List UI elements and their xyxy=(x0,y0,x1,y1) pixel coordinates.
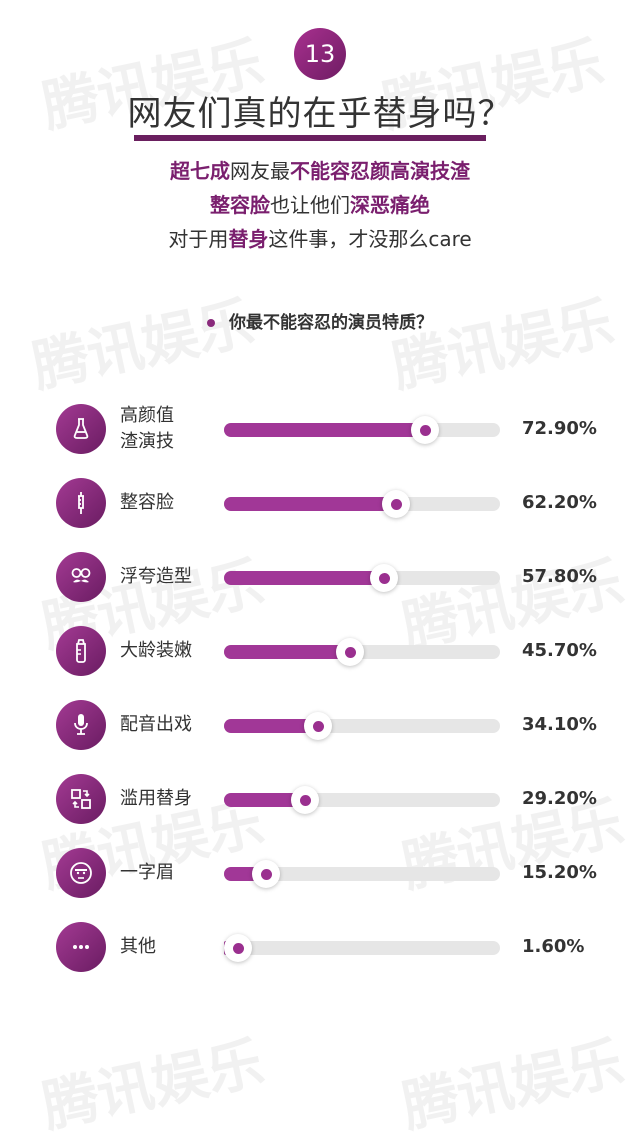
bar xyxy=(224,423,425,437)
bar xyxy=(224,645,350,659)
value-label: 45.70% xyxy=(522,640,597,661)
page-title: 网友们真的在乎替身吗？ xyxy=(127,94,513,134)
vase-icon xyxy=(56,404,106,454)
category-label: 整容脸 xyxy=(120,474,210,532)
subtitle-text: 网友最 xyxy=(230,159,290,183)
chart-title-text: 你最不能容忍的演员特质？ xyxy=(229,313,433,333)
subtitle-highlight: 超七成 xyxy=(170,159,230,183)
watermark: 腾讯娱乐 xyxy=(386,290,620,401)
category-label-line: 浮夸造型 xyxy=(120,566,192,587)
value-label: 29.20% xyxy=(522,788,597,809)
watermark: 腾讯娱乐 xyxy=(26,290,260,401)
category-label-line: 滥用替身 xyxy=(120,788,192,809)
bar-end-marker xyxy=(291,786,319,814)
value-label: 1.60% xyxy=(522,936,585,957)
subtitle-highlight: 不能容忍颜高演技渣 xyxy=(290,159,470,183)
category-label-line: 渣演技 xyxy=(120,431,174,452)
bar-end-marker xyxy=(304,712,332,740)
chart-row: 浮夸造型 57.80% xyxy=(0,548,640,608)
bar-track xyxy=(224,934,500,962)
value-label: 62.20% xyxy=(522,492,597,513)
subtitle-text: 也让他们 xyxy=(270,193,350,217)
bar-end-marker xyxy=(411,416,439,444)
chart-row: 大龄装嫩 45.70% xyxy=(0,622,640,682)
bar-track xyxy=(224,638,500,666)
chart-row: 配音出戏 34.10% xyxy=(0,696,640,756)
bar-track xyxy=(224,712,500,740)
chart-row: 其他 1.60% xyxy=(0,918,640,978)
syringe-icon xyxy=(56,478,106,528)
category-label-line: 一字眉 xyxy=(120,862,174,883)
category-label-line: 整容脸 xyxy=(120,492,174,513)
category-label-line: 大龄装嫩 xyxy=(120,640,192,661)
chart-title: 你最不能容忍的演员特质？ xyxy=(0,308,640,333)
bullet-dot xyxy=(207,319,215,327)
baby-bottle-icon xyxy=(56,626,106,676)
title-divider xyxy=(134,135,486,141)
bar-end-marker xyxy=(336,638,364,666)
value-label: 34.10% xyxy=(522,714,597,735)
watermark: 腾讯娱乐 xyxy=(36,1030,270,1141)
glasses-mustache-icon xyxy=(56,552,106,602)
bar-track xyxy=(224,416,500,444)
category-label: 大龄装嫩 xyxy=(120,622,210,680)
subtitle-highlight: 替身 xyxy=(228,227,269,251)
bar xyxy=(224,571,384,585)
bar xyxy=(224,719,318,733)
bar-track xyxy=(224,860,500,888)
bar-end-marker xyxy=(370,564,398,592)
microphone-icon xyxy=(56,700,106,750)
page-number-badge: 13 xyxy=(294,28,346,80)
subtitle-highlight: 整容脸 xyxy=(210,193,270,217)
category-label: 其他 xyxy=(120,918,210,976)
value-label: 15.20% xyxy=(522,862,597,883)
bar xyxy=(224,497,396,511)
chart-row: 滥用替身 29.20% xyxy=(0,770,640,830)
chart-row: 一字眉 15.20% xyxy=(0,844,640,904)
value-label: 72.90% xyxy=(522,418,597,439)
category-label-line: 高颜值 xyxy=(120,405,174,426)
bar xyxy=(224,793,305,807)
bar-track xyxy=(224,490,500,518)
bar-track xyxy=(224,564,500,592)
subtitle-text: 这件事，才没那么care xyxy=(268,227,472,251)
category-label: 一字眉 xyxy=(120,844,210,902)
value-label: 57.80% xyxy=(522,566,597,587)
more-dots-icon xyxy=(56,922,106,972)
watermark: 腾讯娱乐 xyxy=(396,1030,630,1141)
category-label: 配音出戏 xyxy=(120,696,210,754)
category-label-line: 配音出戏 xyxy=(120,714,192,735)
unibrow-face-icon xyxy=(56,848,106,898)
category-label-line: 其他 xyxy=(120,936,156,957)
subtitle: 超七成网友最不能容忍颜高演技渣 整容脸也让他们深恶痛绝 对于用替身这件事，才没那… xyxy=(0,154,640,256)
subtitle-line-2: 整容脸也让他们深恶痛绝 xyxy=(0,188,640,222)
bar-end-marker xyxy=(224,934,252,962)
bar-end-marker xyxy=(382,490,410,518)
chart-row: 高颜值渣演技 72.90% xyxy=(0,400,640,460)
chart-row: 整容脸 62.20% xyxy=(0,474,640,534)
page-number: 13 xyxy=(304,40,336,68)
subtitle-highlight: 深恶痛绝 xyxy=(350,193,430,217)
category-label: 滥用替身 xyxy=(120,770,210,828)
subtitle-line-1: 超七成网友最不能容忍颜高演技渣 xyxy=(0,154,640,188)
category-label: 浮夸造型 xyxy=(120,548,210,606)
category-label: 高颜值 渣演技 xyxy=(120,400,210,458)
bar-end-marker xyxy=(252,860,280,888)
bar-track xyxy=(224,786,500,814)
subtitle-line-3: 对于用替身这件事，才没那么care xyxy=(0,222,640,256)
subtitle-text: 对于用 xyxy=(168,227,229,251)
swap-icon xyxy=(56,774,106,824)
